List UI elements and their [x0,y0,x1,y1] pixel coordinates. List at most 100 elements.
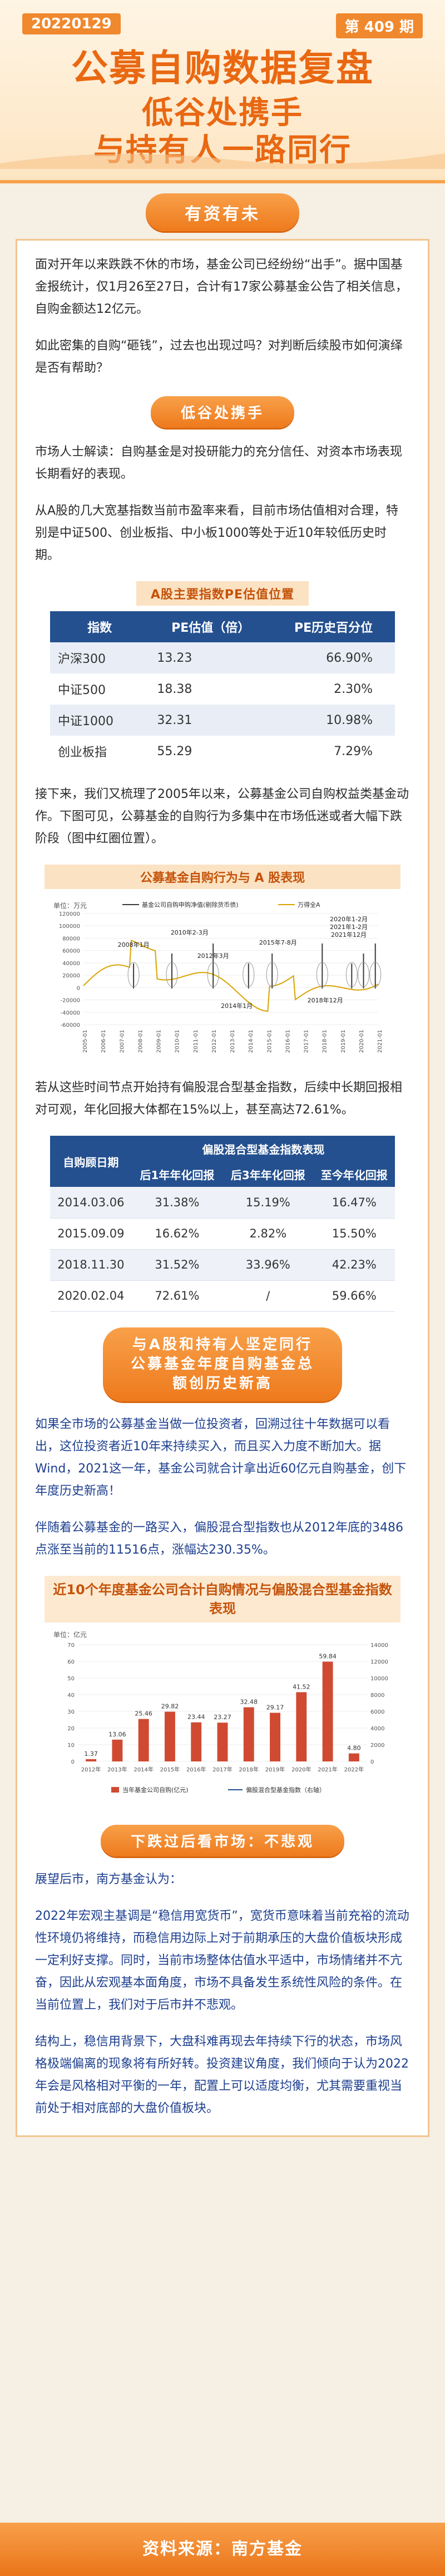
issue-tag: 第 409 期 [335,13,423,38]
bar [138,1719,149,1761]
annotation-label: 2012年3月 [197,952,229,960]
table-cell: 15.19% [222,1187,314,1219]
bar-value-label: 13.06 [108,1731,126,1738]
pe-table-title-wrap: A股主要指数PE估值位置 [35,581,410,606]
hero-decoration [0,153,445,169]
bar [112,1739,123,1761]
y-tick-label: 40000 [62,961,80,967]
x-tick-label: 2010-01 [175,1030,181,1053]
section-1-header: 有资有未 [0,183,445,239]
page-subtitle-1: 低谷处携手 [142,95,303,131]
y-tick-label: -20000 [61,998,80,1004]
paragraph-3: 市场人士解读：自购基金是对投研能力的充分信任、对资本市场表现长期看好的表现。 [35,445,403,481]
bar [86,1759,97,1761]
table-cell: 31.52% [131,1249,223,1281]
x-tick-label: 2011-01 [193,1030,199,1053]
y-tick-label: 0 [77,985,80,991]
y-tick-label: 60 [67,1659,75,1665]
y2-tick-label: 8000 [370,1693,384,1699]
legend-label-2: 万得全A [298,901,320,908]
x-tick-label: 2014-01 [248,1030,254,1053]
date-tag: 20220129 [22,13,121,34]
y-tick-label: 0 [71,1759,75,1765]
table-row: 中证500 18.38 2.30% [50,673,395,705]
section-1-pill: 有资有未 [146,193,299,231]
table-cell: 15.50% [313,1218,395,1250]
table-row: 2020.02.04 72.61% / 59.66% [50,1280,395,1312]
ix-header-now: 至今年化回报 [313,1161,395,1187]
pe-table-title: A股主要指数PE估值位置 [136,581,309,606]
series-line-wind-a [83,939,379,1012]
bar-value-label: 23.27 [214,1714,231,1721]
bar [243,1707,254,1761]
y-tick-label: 40 [67,1693,75,1699]
annotation-label: 2008年1月 [118,941,150,948]
y2-tick-label: 6000 [370,1709,384,1715]
annotation-label: 2015年7-8月 [259,938,297,946]
pe-table: 指数 PE估值（倍） PE历史百分位 沪深300 13.23 66.90% 中证… [50,611,395,767]
table-cell: 33.96% [222,1249,314,1281]
y-tick-label: 10 [67,1743,75,1749]
y-tick-label: -40000 [61,1010,80,1016]
table-cell: 55.29 [149,736,273,767]
bar-value-label: 25.46 [135,1710,152,1717]
table-cell: 中证500 [50,673,150,705]
paragraph-8: 伴随着公募基金的一路买入，偏股混合型指数也从2012年底的3486点涨至当前的1… [35,1520,403,1557]
table-cell: 32.31 [149,705,273,736]
y-tick-label: 80000 [62,936,80,942]
section-3-pill: 与A股和持有人坚定同行 公募基金年度自购基金总 额创历史新高 [102,1327,342,1401]
table-cell: 31.38% [131,1187,223,1219]
paragraph-11: 结构上，稳信用背景下，大盘科难再现去年持续下行的状态，市场风格极端偏离的现象将有… [35,2034,409,2115]
highlight-circle [266,962,278,987]
annotation-label: 2020年1-2月 [330,915,368,923]
y-tick-label: 20 [67,1726,75,1732]
bar-value-label: 1.37 [84,1750,98,1758]
line-chart-svg: 单位：万元 基金公司自购申购净值(剔除货币债) 万得全A -60000 -40000 -2… [53,901,383,1053]
annotation-label: 2018年12月 [308,996,343,1004]
x-tick-label: 2012年 [81,1766,101,1773]
section-3-header: 与A股和持有人坚定同行 公募基金年度自购基金总 额创历史新高 [35,1327,410,1414]
x-tick-label: 2021年 [318,1766,337,1773]
y2-tick-label: 12000 [370,1659,388,1665]
table-cell: 13.23 [149,642,273,673]
x-tick-label: 2018年 [239,1766,259,1773]
bar-chart-title: 近10个年度基金公司合计自购情况与偏股混合型基金指数表现 [44,1575,400,1623]
table-cell: 2.30% [272,673,395,705]
bar [348,1753,359,1761]
index-return-table: 自购顾日期 偏股混合型基金指数表现 后1年年化回报 后3年年化回报 至今年化回报… [50,1136,395,1312]
paragraph-9: 展望后市，南方基金认为： [35,1872,182,1886]
highlight-circle [358,962,369,987]
x-tick-label: 2018-01 [322,1030,328,1053]
y2-tick-label: 2000 [370,1743,384,1749]
x-tick-label: 2009-01 [156,1030,162,1053]
table-cell: 中证1000 [50,705,150,736]
table-row: 2015.09.09 16.62% 2.82% 15.50% [50,1218,395,1250]
highlight-circle [243,962,255,987]
legend-label-bar: 当年基金公司自购(亿元) [122,1786,189,1794]
x-tick-label: 2017年 [212,1766,232,1773]
table-cell: 66.90% [272,642,395,673]
table-cell: 2018.11.30 [50,1249,132,1281]
index-table-header-row: 自购顾日期 偏股混合型基金指数表现 [50,1136,395,1187]
line-chart-title: 公募基金自购行为与 A 股表现 [44,865,400,889]
x-tick-label: 2016年 [186,1766,206,1773]
y-tick-label: 20000 [62,973,80,979]
table-row: 创业板指 55.29 7.29% [50,736,395,767]
table-cell: 2014.03.06 [50,1187,132,1219]
x-tick-label: 2020年 [291,1766,311,1773]
highlight-circle [207,962,219,987]
y2-tick-label: 14000 [370,1643,388,1649]
table-row: 沪深300 13.23 66.90% [50,642,395,673]
bar [191,1722,202,1761]
table-cell: 10.98% [272,705,395,736]
table-cell: 创业板指 [50,736,150,767]
table-cell: 沪深300 [50,642,150,673]
x-tick-label: 2007-01 [119,1030,125,1053]
annotation-label: 2014年1月 [221,1002,253,1010]
y2-tick-label: 10000 [370,1676,388,1682]
table-row: 2018.11.30 31.52% 33.96% 42.23% [50,1249,395,1281]
table-row: 中证1000 32.31 10.98% [50,705,395,736]
ix-header-1y: 后1年年化回报 [131,1161,223,1187]
pe-header-percentile: PE历史百分位 [272,611,395,642]
legend-label-line: 偏股混合型基金指数（右轴） [246,1786,325,1794]
